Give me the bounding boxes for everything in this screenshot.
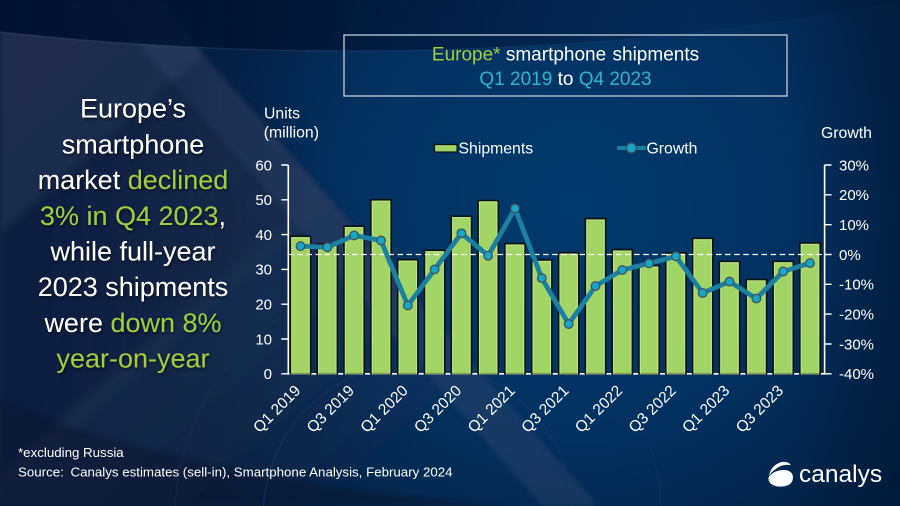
svg-text:Source: Canalys estimates (sel: Source: Canalys estimates (sell-in), Sma… <box>18 465 453 480</box>
svg-text:10%: 10% <box>839 217 869 234</box>
svg-text:Units: Units <box>264 105 300 122</box>
svg-text:*excluding Russia: *excluding Russia <box>18 445 124 460</box>
svg-text:2023 shipments: 2023 shipments <box>38 272 229 302</box>
svg-text:Q1 2019 to Q4 2023: Q1 2019 to Q4 2023 <box>479 69 651 90</box>
svg-text:10: 10 <box>255 331 272 348</box>
svg-text:(million): (million) <box>264 124 319 141</box>
svg-text:-20%: -20% <box>839 306 874 323</box>
svg-text:20: 20 <box>255 297 272 314</box>
svg-text:while full-year: while full-year <box>49 237 215 267</box>
svg-text:0%: 0% <box>839 247 861 264</box>
svg-text:were down 8%: were down 8% <box>43 308 221 338</box>
svg-text:-40%: -40% <box>839 366 874 383</box>
svg-text:Growth: Growth <box>647 141 698 158</box>
svg-text:50: 50 <box>255 192 272 209</box>
svg-text:canalys: canalys <box>799 461 882 488</box>
svg-text:Europe’s: Europe’s <box>80 94 186 124</box>
svg-text:year-on-year: year-on-year <box>56 344 209 374</box>
svg-text:market declined: market declined <box>38 165 229 195</box>
svg-text:-30%: -30% <box>839 336 874 353</box>
svg-text:Growth: Growth <box>821 125 872 142</box>
svg-text:20%: 20% <box>839 187 869 204</box>
svg-text:30: 30 <box>255 262 272 279</box>
svg-text:30%: 30% <box>839 157 869 174</box>
svg-text:0: 0 <box>264 366 272 383</box>
svg-text:60: 60 <box>255 157 272 174</box>
svg-text:-10%: -10% <box>839 277 874 294</box>
svg-text:40: 40 <box>255 227 272 244</box>
svg-text:Europe* smartphone shipments: Europe* smartphone shipments <box>432 45 699 66</box>
svg-text:smartphone: smartphone <box>62 129 205 159</box>
svg-text:Shipments: Shipments <box>459 141 534 158</box>
svg-text:3% in Q4 2023,: 3% in Q4 2023, <box>40 201 226 231</box>
